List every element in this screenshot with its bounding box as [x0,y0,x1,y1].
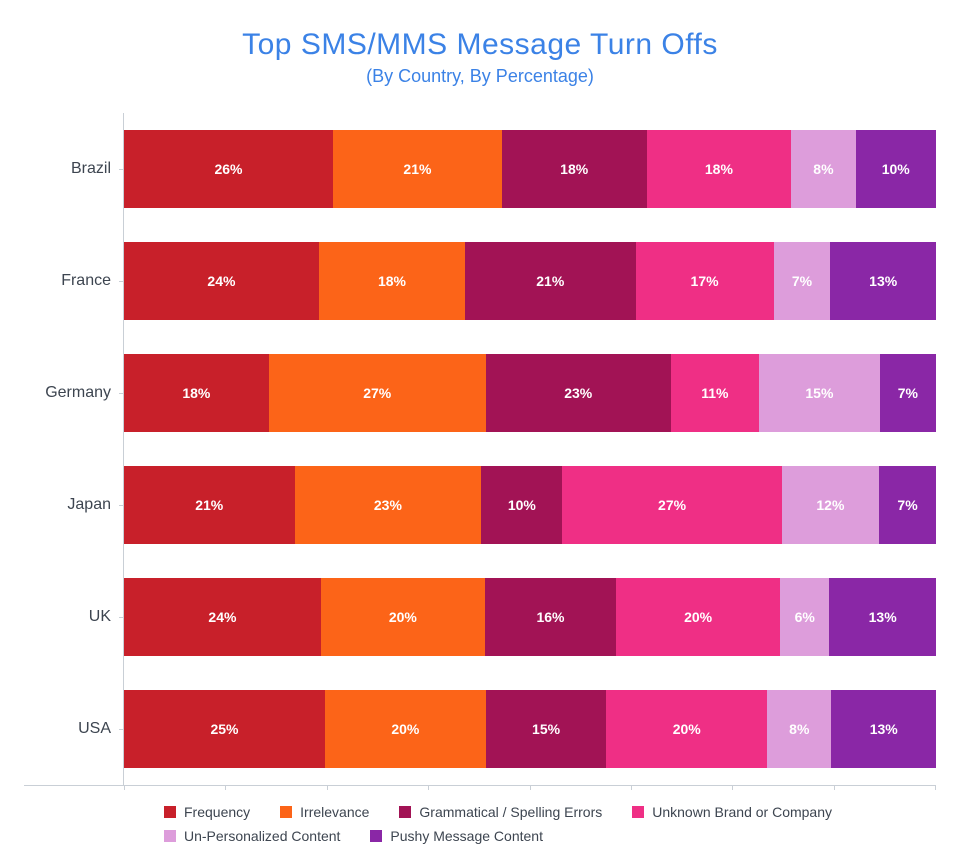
legend-label-frequency: Frequency [184,804,250,820]
x-tick [124,785,125,790]
segment-uk-pushy: 13% [829,578,936,656]
y-tick [119,505,124,506]
y-tick [119,729,124,730]
bars-column: 26%21%18%18%8%10%24%18%21%17%7%13%18%27%… [124,113,936,785]
segment-brazil-unpersonalized: 8% [791,130,855,208]
segment-france-unknown_brand: 17% [636,242,774,320]
chart-title: Top SMS/MMS Message Turn Offs [24,28,936,62]
bar-france: 24%18%21%17%7%13% [124,242,936,320]
bar-row-brazil: 26%21%18%18%8%10% [124,113,936,225]
legend-item-frequency: Frequency [164,804,250,820]
plot-area: BrazilFranceGermanyJapanUKUSA 26%21%18%1… [24,113,936,786]
segment-brazil-unknown_brand: 18% [647,130,792,208]
x-tick [327,785,328,790]
segment-france-pushy: 13% [830,242,936,320]
legend-item-irrelevance: Irrelevance [280,804,369,820]
legend-item-pushy: Pushy Message Content [370,828,543,844]
x-tick [225,785,226,790]
segment-germany-unpersonalized: 15% [759,354,880,432]
y-label-usa: USA [24,673,123,785]
segment-france-grammatical: 21% [465,242,636,320]
segment-brazil-frequency: 26% [124,130,333,208]
bar-germany: 18%27%23%11%15%7% [124,354,936,432]
segment-usa-pushy: 13% [831,690,936,768]
legend-label-pushy: Pushy Message Content [390,828,543,844]
segment-japan-frequency: 21% [124,466,295,544]
legend-label-unknown_brand: Unknown Brand or Company [652,804,832,820]
x-tick [935,785,936,790]
y-tick [119,169,124,170]
segment-uk-irrelevance: 20% [321,578,485,656]
bar-uk: 24%20%16%20%6%13% [124,578,936,656]
segment-usa-unknown_brand: 20% [606,690,767,768]
y-label-uk: UK [24,561,123,673]
bar-row-japan: 21%23%10%27%12%7% [124,449,936,561]
x-tick [530,785,531,790]
bar-usa: 25%20%15%20%8%13% [124,690,936,768]
segment-usa-grammatical: 15% [486,690,607,768]
legend: Frequency Irrelevance Grammatical / Spelli… [24,804,936,844]
x-tick [428,785,429,790]
legend-swatch-unpersonalized [164,830,176,842]
title-block: Top SMS/MMS Message Turn Offs (By Countr… [24,28,936,87]
x-tick [732,785,733,790]
segment-japan-irrelevance: 23% [295,466,482,544]
x-tick [834,785,835,790]
segment-japan-pushy: 7% [879,466,936,544]
y-label-france: France [24,225,123,337]
bar-brazil: 26%21%18%18%8%10% [124,130,936,208]
chart-container: Top SMS/MMS Message Turn Offs (By Countr… [0,0,960,864]
segment-france-unpersonalized: 7% [774,242,831,320]
chart-subtitle: (By Country, By Percentage) [24,66,936,87]
segment-germany-pushy: 7% [880,354,936,432]
legend-label-grammatical: Grammatical / Spelling Errors [419,804,602,820]
segment-usa-frequency: 25% [124,690,325,768]
bar-row-usa: 25%20%15%20%8%13% [124,673,936,785]
segment-brazil-pushy: 10% [856,130,936,208]
legend-label-irrelevance: Irrelevance [300,804,369,820]
segment-germany-unknown_brand: 11% [671,354,759,432]
legend-item-unpersonalized: Un-Personalized Content [164,828,340,844]
y-label-brazil: Brazil [24,113,123,225]
segment-usa-unpersonalized: 8% [767,690,831,768]
bar-row-uk: 24%20%16%20%6%13% [124,561,936,673]
segment-japan-grammatical: 10% [481,466,562,544]
legend-item-unknown_brand: Unknown Brand or Company [632,804,832,820]
y-tick [119,281,124,282]
segment-brazil-grammatical: 18% [502,130,647,208]
segment-japan-unknown_brand: 27% [562,466,781,544]
x-axis-ticks [124,785,936,790]
y-axis-labels: BrazilFranceGermanyJapanUKUSA [24,113,124,785]
segment-uk-unknown_brand: 20% [616,578,780,656]
segment-france-frequency: 24% [124,242,319,320]
legend-swatch-irrelevance [280,806,292,818]
legend-item-grammatical: Grammatical / Spelling Errors [399,804,602,820]
segment-germany-grammatical: 23% [486,354,671,432]
segment-brazil-irrelevance: 21% [333,130,502,208]
segment-japan-unpersonalized: 12% [782,466,879,544]
segment-france-irrelevance: 18% [319,242,465,320]
segment-uk-unpersonalized: 6% [780,578,829,656]
y-label-japan: Japan [24,449,123,561]
legend-swatch-grammatical [399,806,411,818]
segment-usa-irrelevance: 20% [325,690,486,768]
segment-germany-frequency: 18% [124,354,269,432]
x-tick [631,785,632,790]
bar-row-germany: 18%27%23%11%15%7% [124,337,936,449]
segment-germany-irrelevance: 27% [269,354,486,432]
legend-label-unpersonalized: Un-Personalized Content [184,828,340,844]
bar-row-france: 24%18%21%17%7%13% [124,225,936,337]
segment-uk-frequency: 24% [124,578,321,656]
legend-swatch-pushy [370,830,382,842]
y-tick [119,617,124,618]
y-tick [119,393,124,394]
y-label-germany: Germany [24,337,123,449]
legend-swatch-unknown_brand [632,806,644,818]
bar-japan: 21%23%10%27%12%7% [124,466,936,544]
segment-uk-grammatical: 16% [485,578,616,656]
legend-swatch-frequency [164,806,176,818]
